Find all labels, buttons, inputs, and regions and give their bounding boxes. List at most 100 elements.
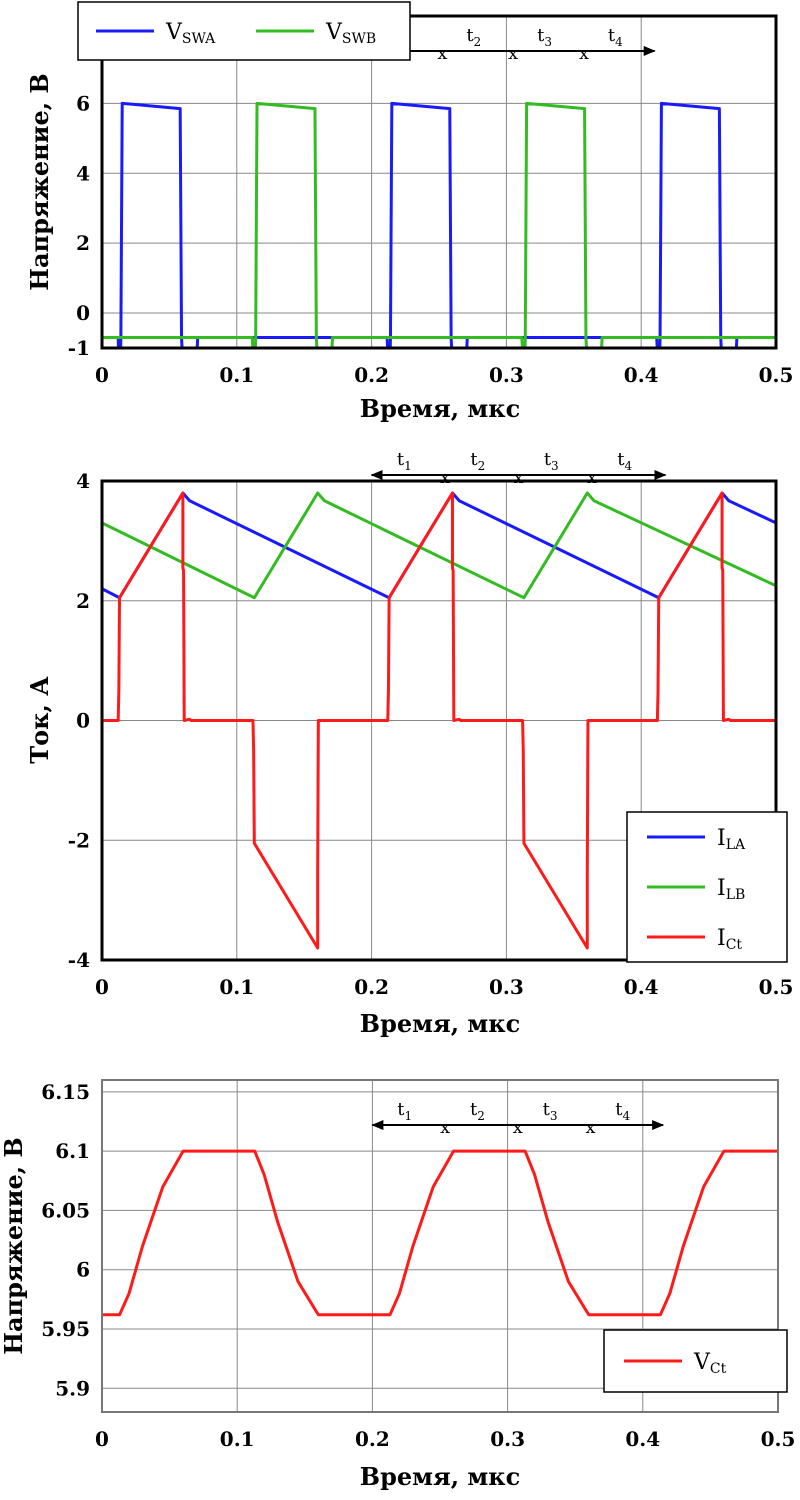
legend-label: VCt	[693, 1350, 727, 1377]
grid-lines	[101, 16, 777, 349]
legend-label-sub: Ct	[710, 1361, 727, 1377]
plot-frame	[100, 14, 778, 350]
series-line-v-swb	[102, 101, 776, 348]
y-tick-label: 0	[76, 301, 90, 325]
interval-separator: x	[579, 43, 589, 64]
interval-separator: x	[440, 467, 450, 488]
legend-label-sub: LB	[726, 887, 746, 903]
x-tick-label: 0.2	[354, 363, 389, 387]
legend-label: ILB	[717, 876, 745, 903]
series-line-i-la	[102, 491, 776, 600]
interval-separator: x	[508, 43, 518, 64]
legend-label-sub: SWB	[342, 31, 376, 47]
y-tick-label: -2	[68, 828, 90, 852]
x-tick-label: 0.2	[354, 975, 389, 999]
legend-label-main: I	[717, 926, 726, 951]
plot-frame	[101, 1079, 779, 1413]
interval-label-sub: 2	[474, 35, 482, 49]
y-axis-label: Ток, А	[25, 676, 54, 764]
legend: VCt	[603, 1329, 788, 1393]
interval-label: t4	[608, 25, 623, 49]
y-tick-label: -1	[68, 336, 90, 360]
x-tick-label: 0	[95, 975, 109, 999]
interval-label-sub: 2	[477, 1109, 485, 1123]
interval-label: t4	[615, 1099, 630, 1123]
interval-label-main: t	[537, 25, 545, 46]
x-tick-label: 0.3	[489, 975, 524, 999]
x-tick-label: 0.5	[761, 1427, 796, 1451]
interval-label-sub: 1	[405, 1109, 413, 1123]
legend-label: ICt	[717, 926, 742, 953]
interval-separator: x	[437, 43, 447, 64]
interval-label-main: t	[470, 1099, 478, 1120]
interval-label-sub: 1	[404, 459, 412, 473]
y-tick-label: 6.15	[41, 1080, 90, 1104]
y-tick-label: 0	[76, 709, 90, 733]
x-tick-label: 0.4	[624, 363, 659, 387]
y-tick-label: 5.9	[55, 1376, 90, 1400]
x-tick-label: 0.3	[489, 363, 524, 387]
interval-label-main: t	[544, 449, 552, 470]
legend-label-main: V	[165, 20, 183, 45]
legend-label-main: I	[717, 876, 726, 901]
interval-label-main: t	[617, 449, 625, 470]
y-tick-label: 6	[76, 1258, 90, 1282]
y-axis-label: Напряжение, В	[25, 73, 54, 290]
x-axis-label: Время, мкс	[360, 1009, 520, 1038]
x-tick-label: 0.4	[624, 975, 659, 999]
legend-label-main: V	[325, 20, 343, 45]
y-tick-label: 6.1	[55, 1139, 90, 1163]
legend-label-main: I	[717, 826, 726, 851]
x-tick-label: 0.4	[625, 1427, 660, 1451]
legend-item: VSWB	[256, 20, 376, 47]
interval-label: t1	[397, 1099, 412, 1123]
legend-item: VSWA	[96, 20, 216, 47]
interval-label: t3	[537, 25, 552, 49]
interval-label: t3	[543, 1099, 558, 1123]
legend-label-sub: LA	[726, 837, 746, 853]
interval-label-main: t	[608, 25, 616, 46]
interval-label-main: t	[615, 1099, 623, 1120]
interval-separator: x	[440, 1117, 450, 1138]
x-tick-label: 0.3	[490, 1427, 525, 1451]
y-tick-label: 6	[76, 91, 90, 115]
interval-label: t1	[397, 449, 412, 473]
interval-label-sub: 3	[544, 35, 552, 49]
x-tick-label: 0.5	[759, 975, 794, 999]
y-tick-label: -4	[68, 948, 90, 972]
legend-label: VSWA	[165, 20, 216, 47]
legend-label-main: V	[693, 1350, 711, 1375]
legend-item: ILB	[647, 876, 745, 903]
legend: VSWA VSWB	[77, 1, 411, 61]
chart-panel-3: 0 0.1 0.2 0.3 0.4 0.5 5.9 5.95 6 6.05 6.1 6.15 Время…	[0, 1079, 796, 1491]
interval-label: t2	[466, 25, 481, 49]
interval-separator: x	[585, 1117, 595, 1138]
interval-label-main: t	[397, 1099, 405, 1120]
series-line-i-ct	[102, 491, 776, 950]
interval-label-sub: 2	[478, 459, 486, 473]
x-tick-label: 0	[95, 1427, 109, 1451]
x-tick-label: 0.2	[355, 1427, 390, 1451]
y-tick-label: 2	[76, 589, 90, 613]
series-line-v-ct	[102, 1149, 778, 1317]
legend-item: ICt	[647, 926, 742, 953]
x-tick-label: 0.1	[219, 363, 254, 387]
interval-label: t2	[470, 449, 485, 473]
interval-label-main: t	[543, 1099, 551, 1120]
y-axis-label: Напряжение, В	[0, 1137, 28, 1354]
series-line-v-swa	[102, 101, 776, 348]
x-tick-label: 0	[95, 363, 109, 387]
chart-panel-2: 0 0.1 0.2 0.3 0.4 0.5 -4 -2 0 2 4 Время, мкс Ток, А t…	[25, 449, 793, 1038]
interval-label-main: t	[470, 449, 478, 470]
legend-box	[77, 1, 411, 61]
interval-separator: x	[513, 1117, 523, 1138]
legend-item: VCt	[624, 1350, 727, 1377]
interval-label-sub: 3	[550, 1109, 558, 1123]
interval-label-sub: 4	[623, 1109, 631, 1123]
